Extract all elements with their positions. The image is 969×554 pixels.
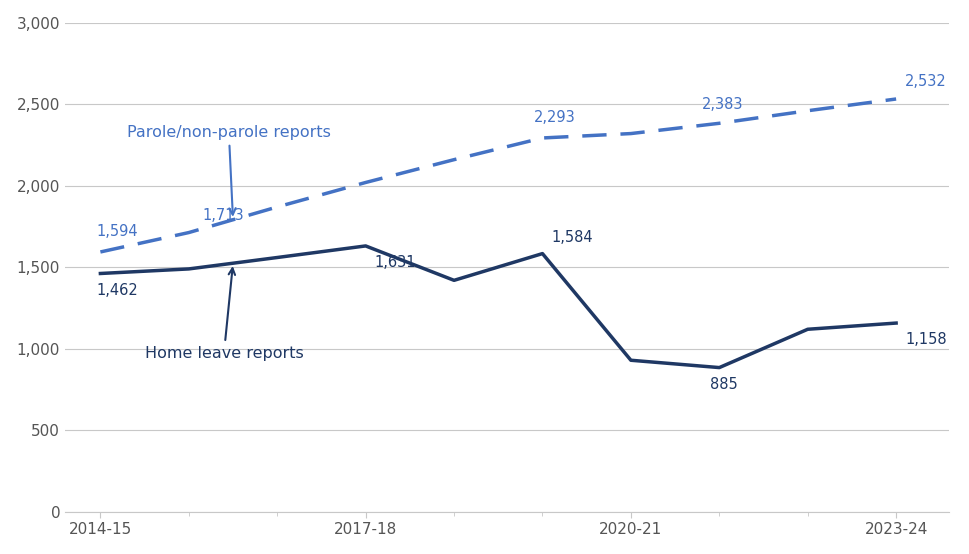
Text: 885: 885	[709, 377, 737, 392]
Text: 1,594: 1,594	[96, 224, 138, 239]
Text: 1,462: 1,462	[96, 283, 138, 297]
Text: 1,584: 1,584	[550, 230, 592, 245]
Text: Parole/non-parole reports: Parole/non-parole reports	[127, 125, 330, 214]
Text: 1,713: 1,713	[202, 208, 243, 223]
Text: 1,631: 1,631	[374, 255, 416, 270]
Text: 2,532: 2,532	[904, 74, 946, 89]
Text: 2,383: 2,383	[701, 96, 742, 111]
Text: Home leave reports: Home leave reports	[144, 268, 303, 361]
Text: 2,293: 2,293	[533, 110, 575, 125]
Text: 1,158: 1,158	[904, 332, 946, 347]
